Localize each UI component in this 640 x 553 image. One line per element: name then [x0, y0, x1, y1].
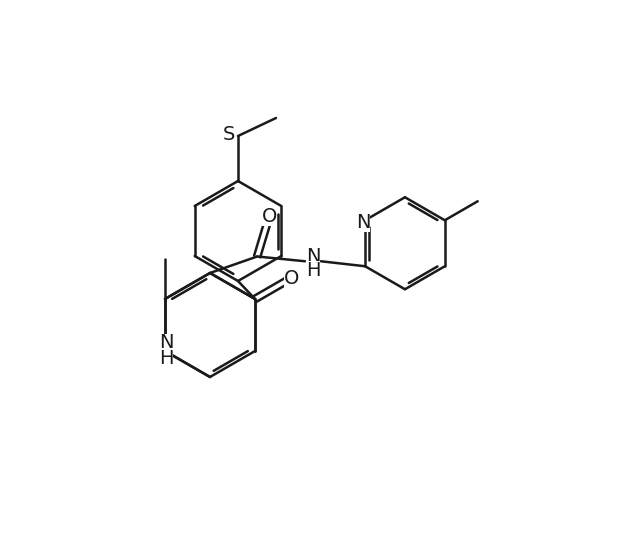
Text: N: N	[159, 333, 173, 352]
Text: O: O	[262, 207, 277, 226]
Text: S: S	[223, 126, 235, 144]
Text: H: H	[306, 261, 320, 280]
Text: H: H	[159, 349, 173, 368]
Text: N: N	[306, 247, 320, 266]
Text: N: N	[356, 213, 371, 232]
Text: O: O	[284, 269, 299, 288]
